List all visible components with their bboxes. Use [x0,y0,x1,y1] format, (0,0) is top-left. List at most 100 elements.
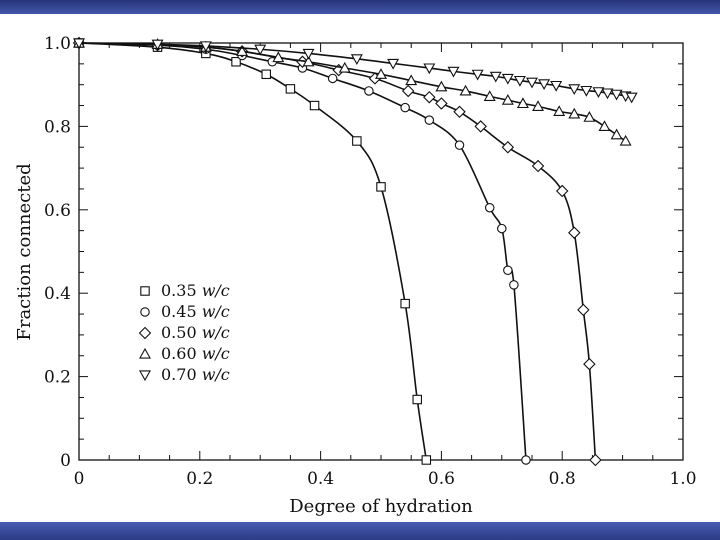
data-point [568,226,581,239]
data-point [435,97,448,110]
series-line [78,42,428,461]
data-point [454,140,465,150]
data-point [254,44,267,56]
data-point [568,84,581,96]
data-point [471,69,484,81]
data-point [400,102,410,113]
legend-item: 0.70 w/c [139,365,230,384]
data-point [387,58,400,70]
data-point [474,120,487,133]
legend-item: 0.50 w/c [138,323,230,342]
series-0.45 [74,38,531,465]
data-point [401,84,415,98]
data-point [376,182,386,192]
y-tick-label: 0.2 [44,368,71,388]
data-point [538,79,551,91]
data-point [610,89,623,101]
legend-marker [138,326,152,340]
data-point [601,88,614,100]
data-point [338,61,351,73]
slide-top-band [0,0,720,14]
data-point [302,55,315,67]
data-point [521,455,531,465]
data-point [447,66,460,78]
data-point [309,100,320,111]
y-tick-label: 1.0 [44,34,71,54]
y-tick-label: 0.8 [44,117,71,137]
data-point [412,394,422,405]
data-point [531,159,545,173]
data-point [501,141,515,154]
data-point [610,128,623,140]
x-tick-label: 0 [74,469,85,489]
series-0.35 [74,38,432,465]
legend: 0.35 w/c 0.45 w/c 0.50 w/c 0.60 w/c 0.70 w/c [138,281,230,384]
data-point [364,86,374,96]
y-tick-label: 0.6 [44,201,71,221]
data-point [424,115,435,125]
data-point [592,87,605,98]
legend-marker [139,370,151,382]
tick-labels: 0 0.2 0.4 0.6 0.8 1.0 0 0.2 0.4 0.6 0.8 1.0 [44,34,697,489]
data-point [619,134,632,146]
series-line [78,42,527,461]
data-point [435,80,448,92]
data-point [236,45,249,56]
y-tick-label: 0.4 [44,284,71,304]
legend-marker [140,286,150,296]
x-tick-label: 0.2 [186,469,213,489]
data-point [350,54,363,66]
data-point [489,71,502,83]
data-point [423,63,436,75]
data-point [501,93,514,105]
data-point [421,455,432,465]
data-point [327,73,338,84]
data-point [272,51,285,63]
y-tick-label: 0 [60,451,71,471]
x-tick-label: 1.0 [669,469,696,489]
data-point [550,80,563,92]
series-0.60 [73,36,632,146]
series-layer [72,36,638,467]
legend-label: 0.70 w/c [161,365,230,384]
x-tick-label: 0.4 [307,469,334,489]
data-point [405,74,418,86]
data-point [598,120,611,131]
data-point [261,69,271,80]
data-point [497,223,507,234]
data-point [483,90,496,101]
data-point [73,38,85,50]
data-point [352,136,362,146]
data-point [513,75,526,87]
data-point [583,111,596,122]
data-point [151,39,164,51]
data-point [577,303,590,317]
data-point [625,92,638,104]
data-point [423,90,436,104]
data-point [503,265,513,276]
series-0.70 [73,38,638,104]
legend-label: 0.50 w/c [161,323,230,342]
data-point [400,298,410,309]
data-point [532,100,545,111]
data-point [375,68,387,79]
data-point [589,453,602,467]
x-axis-title: Degree of hydration [289,496,473,517]
tick-marks [78,42,684,461]
data-point [583,357,596,371]
legend-label: 0.35 w/c [161,281,230,300]
data-point [484,202,495,213]
legend-item: 0.45 w/c [140,302,230,321]
data-point [555,184,569,198]
legend-label: 0.60 w/c [161,344,230,363]
y-axis-title: Fraction connected [14,163,35,340]
legend-marker [140,307,150,317]
data-point [453,105,466,119]
data-point [580,85,593,97]
scanned-page [0,14,720,522]
data-point [199,41,212,53]
x-tick-label: 0.8 [549,469,576,489]
data-point [302,48,315,60]
x-tick-label: 0.6 [428,469,455,489]
